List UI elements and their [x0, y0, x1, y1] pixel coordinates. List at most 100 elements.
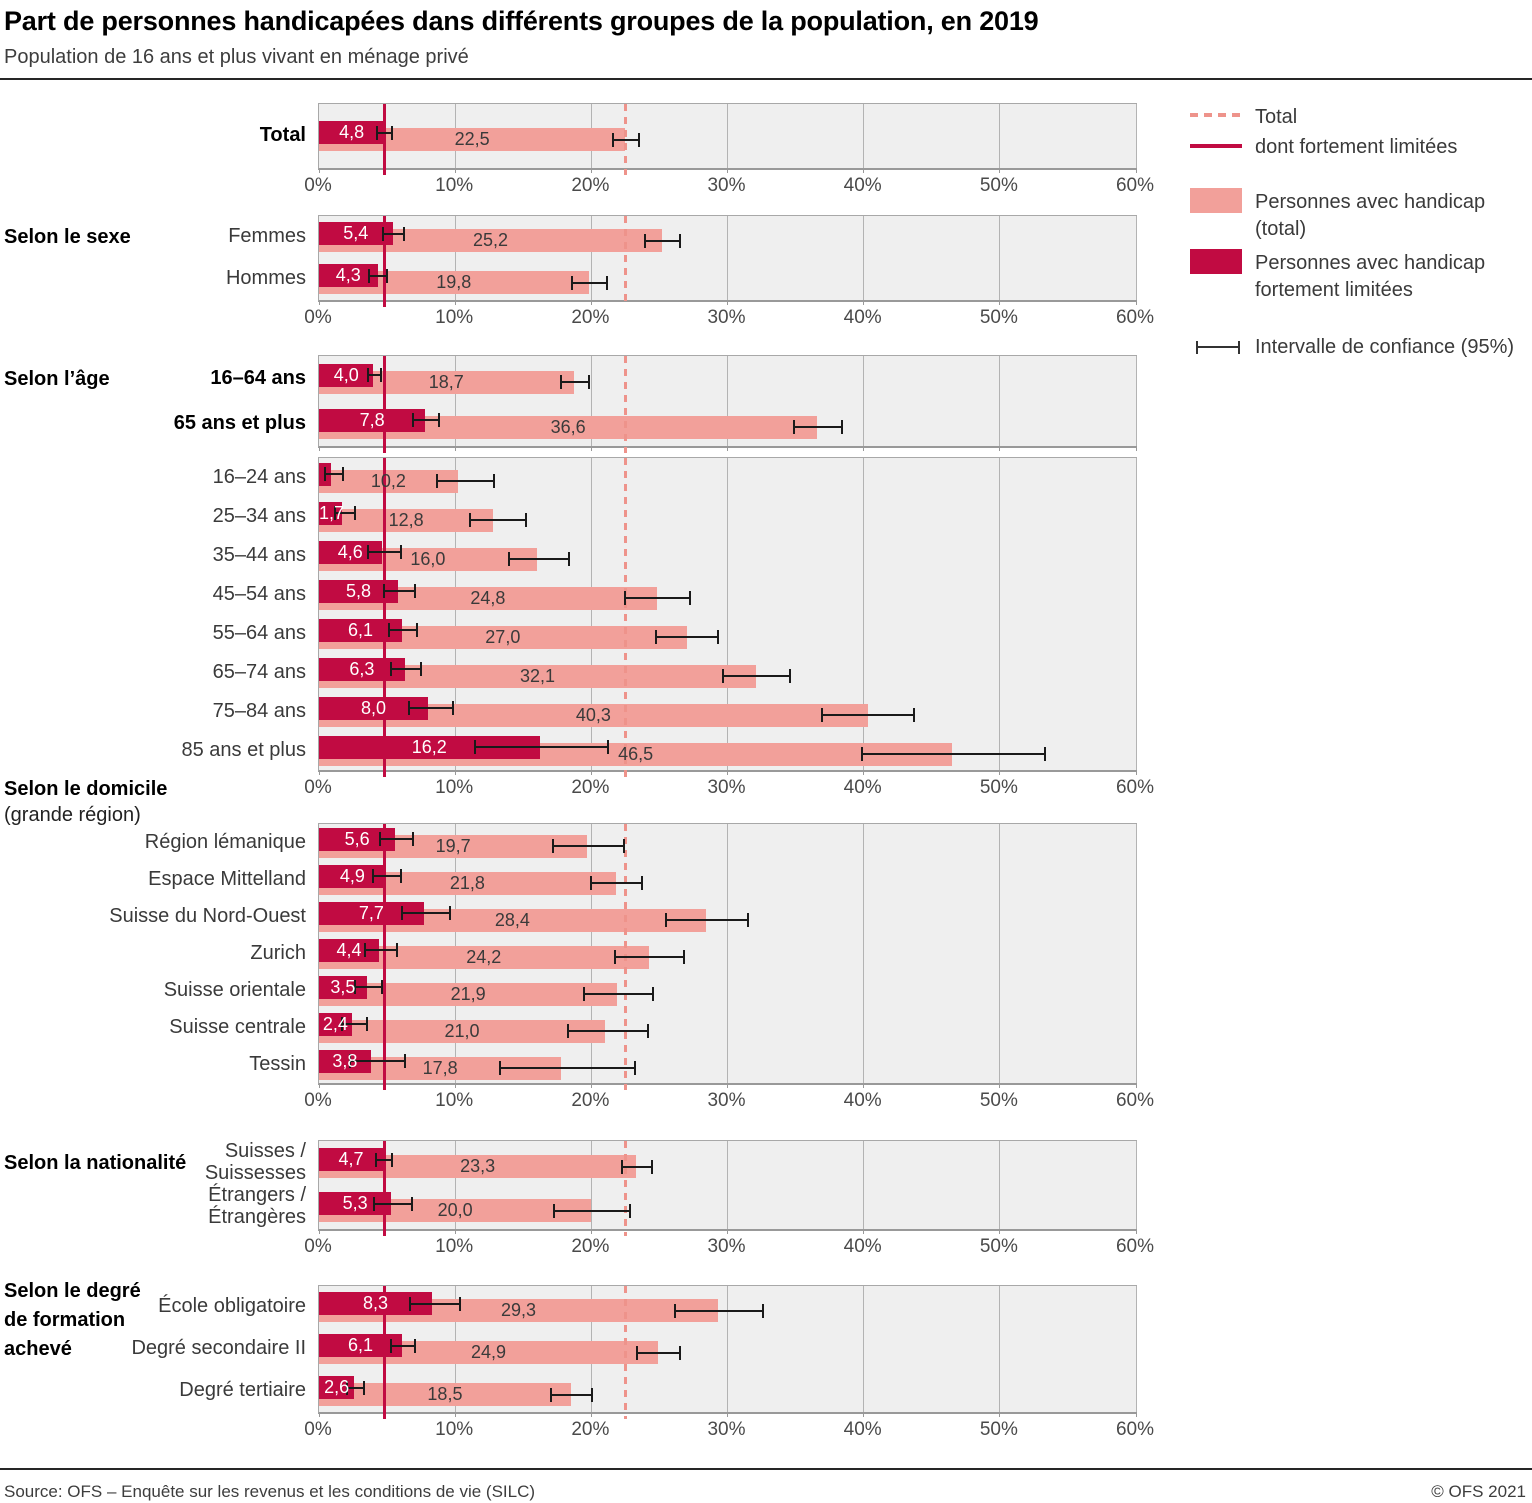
x-axis-label: 50% [979, 1090, 1018, 1111]
x-axis-tick [454, 770, 456, 775]
value-label-severe: 5,8 [345, 580, 371, 601]
gridline [454, 1141, 456, 1229]
x-axis-tick [590, 300, 592, 305]
x-axis-tick [1135, 168, 1137, 173]
ci-total [821, 708, 916, 722]
gridline [1135, 356, 1137, 446]
ci-severe [373, 1196, 413, 1211]
reference-line-total [623, 458, 627, 777]
x-axis-label: 60% [1115, 1090, 1155, 1111]
bar-total [319, 1056, 562, 1080]
value-label-severe: 6,3 [349, 658, 375, 679]
bar-total [319, 945, 649, 969]
ci-severe [382, 584, 416, 598]
gridline [999, 824, 1001, 1083]
legend-severe-bar-line1: Personnes avec handicap [1255, 252, 1486, 274]
bar-total [319, 508, 494, 532]
source-note: Source: OFS – Enquête sur les revenus et… [4, 1482, 536, 1501]
value-label-total: 46,5 [618, 743, 654, 764]
ci-total [589, 876, 644, 890]
value-label-total: 19,8 [436, 272, 472, 292]
x-axis-tick [318, 446, 320, 451]
x-axis-tick [1135, 1229, 1137, 1234]
x-axis-tick [1135, 770, 1137, 775]
x-axis-tick [999, 1229, 1001, 1234]
x-axis-tick [318, 770, 320, 775]
x-axis-label: 60% [1115, 777, 1155, 798]
reference-line-severe [382, 824, 386, 1090]
bar-severe [319, 1148, 383, 1171]
row-label: 45–54 ans [212, 582, 306, 605]
x-axis-label: 60% [1115, 1419, 1155, 1440]
ci-severe [346, 1380, 366, 1395]
x-axis-label: 0% [304, 1236, 332, 1257]
value-label-severe: 4,0 [333, 364, 359, 385]
x-axis-tick [454, 300, 456, 305]
x-axis-tick [863, 446, 865, 451]
value-label-total: 28,4 [494, 909, 530, 930]
row-label: 65–74 ans [212, 660, 306, 683]
reference-line-severe [382, 458, 386, 777]
gridline [863, 824, 865, 1083]
x-axis-label: 10% [435, 1419, 474, 1440]
ci-severe [388, 623, 419, 637]
value-label-total: 27,0 [485, 626, 521, 647]
bar-severe [319, 901, 424, 925]
ci-severe [333, 506, 356, 520]
value-label-total: 24,8 [470, 587, 506, 608]
x-axis-tick [590, 1412, 592, 1417]
ci-total [566, 1024, 649, 1038]
x-axis-label: 10% [435, 307, 474, 328]
bar-severe [319, 827, 396, 851]
bar-severe [319, 540, 382, 564]
chart-panel: 29,3 8,3 24,9 6,1 18,5 2,6 [318, 1285, 1137, 1419]
chart-panel: 19,7 5,6 21,8 4,9 28,4 7,7 24,2 4,4 21,9 3,5 21,0 2… [318, 823, 1137, 1090]
value-label-severe: 6,1 [348, 619, 374, 640]
row-label: 16–24 ans [212, 465, 306, 488]
x-axis-label: 10% [435, 1090, 474, 1111]
value-label-total: 19,7 [435, 835, 471, 856]
x-axis-label: 0% [304, 1419, 332, 1440]
bar-severe [319, 1376, 355, 1399]
bar-severe [319, 696, 428, 720]
value-label-total: 32,1 [520, 665, 556, 686]
gridline [999, 356, 1001, 446]
value-label-severe: 4,9 [339, 865, 365, 886]
ci-total [644, 233, 682, 248]
ci-total [560, 375, 590, 389]
chart-panel: 18,7 4,0 36,6 7,8 [318, 355, 1137, 453]
value-label-total: 16,0 [410, 548, 446, 569]
x-axis-tick [1135, 1412, 1137, 1417]
ci-total [553, 1203, 631, 1218]
reference-line-severe [382, 356, 386, 453]
x-axis-label: 40% [843, 777, 882, 798]
row-label: Hommes [225, 267, 306, 289]
x-axis-label: 40% [843, 307, 882, 328]
gridline [727, 1141, 728, 1229]
legend-total-bar-line1: Personnes avec handicap [1255, 191, 1486, 213]
ci-severe [354, 980, 383, 994]
gridline [863, 1286, 865, 1412]
value-label-severe: 7,7 [358, 902, 384, 923]
value-label-total: 24,9 [471, 1342, 507, 1362]
header-rule [0, 78, 1532, 80]
section-heading: Selon le domicile [4, 778, 168, 800]
value-label-severe: 4,6 [337, 541, 363, 562]
gridline [863, 1141, 865, 1229]
ci-severe [389, 1338, 416, 1353]
gridline [1135, 216, 1137, 300]
ci-severe [363, 943, 398, 957]
row-label: 55–64 ans [212, 621, 306, 644]
x-axis-label: 40% [843, 1419, 882, 1440]
row-label: 16–64 ans [210, 366, 306, 389]
ci-total [583, 987, 654, 1001]
value-label-total: 24,2 [466, 946, 502, 967]
gridline [727, 216, 728, 300]
x-axis-label: 20% [571, 175, 610, 196]
row-label: Total [259, 124, 306, 146]
x-axis-tick [999, 1083, 1001, 1088]
x-axis-label: 40% [843, 1090, 882, 1111]
section-heading: Selon le degré de formation achevé [4, 1280, 141, 1360]
legend-severe-bar-line2: fortement limitées [1255, 279, 1413, 301]
value-label-total: 18,7 [428, 371, 464, 392]
